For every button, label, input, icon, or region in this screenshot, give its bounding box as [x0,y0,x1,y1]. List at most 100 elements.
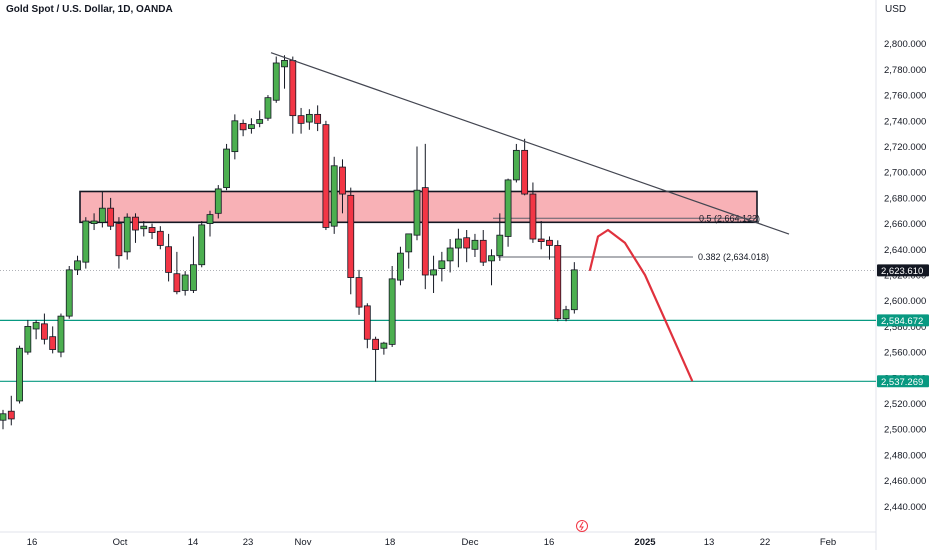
date-tick-label: Feb [820,537,836,548]
date-tick-label: Oct [113,537,128,548]
candle-body [372,338,380,350]
price-axis: 2,440.000 2,460.000 2,480.000 2,500.000 2,52… [877,39,929,513]
candle-body [115,223,123,257]
candle-body [148,227,156,233]
candle [82,217,90,269]
candle [413,146,421,241]
candle [330,156,338,234]
candle-body [165,246,173,273]
candle [388,266,396,347]
candle-body [239,122,247,131]
candle-body [173,273,181,293]
lightning-icon-bolt [579,521,584,531]
candle-body [132,216,139,231]
candle-body [98,207,106,223]
candle [132,213,139,243]
candle [488,249,495,286]
candle [223,143,230,191]
candle-body [405,233,413,253]
date-tick-label: 13 [704,537,715,548]
candle [49,326,57,354]
grid-layer [0,0,877,550]
candle [256,110,264,128]
candle [546,236,553,260]
candle-body [380,342,388,349]
price-tick-label: 2,660.000 [884,219,926,230]
candle-body [231,120,239,153]
fib-level-label: 0.382 (2,634.018) [698,252,769,262]
price-tick-label: 2,580.000 [884,322,926,333]
candle [438,251,446,282]
candle-body [181,274,189,291]
candle-body [57,315,65,353]
candle [74,255,81,275]
candle [198,221,206,268]
candle-body [537,238,545,242]
candle-body [123,216,131,253]
candle [446,239,454,273]
candle-body [247,124,255,129]
candle-body [305,113,313,123]
candle [65,266,73,319]
candle-body [256,119,264,124]
candle-body [281,60,288,68]
candle-body [322,124,330,228]
candle [115,217,123,269]
price-tick-label: 2,500.000 [884,425,926,436]
candle [512,143,520,183]
time-axis: 16 Oct 14 23 Nov 18 Dec 16 2025 13 22 Feb [27,520,836,548]
candle [496,213,504,261]
candle [90,213,98,231]
candle [173,251,181,295]
candle-body [82,220,90,263]
candle [322,120,330,231]
candle [272,56,280,103]
candle [123,213,131,260]
candle-body [430,269,437,276]
candle [289,56,297,134]
date-tick-label: 22 [760,537,771,548]
candle-body [388,278,396,345]
candle-body [471,239,479,250]
candle [314,105,322,132]
candle-body [49,336,57,350]
candle-body [140,225,148,230]
candle [463,230,471,263]
candle-body [24,325,32,353]
candle-body [206,214,214,224]
candle-body [32,322,40,330]
candle [570,262,578,314]
candle [504,178,512,247]
price-tick-label: 2,480.000 [884,450,926,461]
lightning-icon-ring [576,520,588,532]
candle-body [198,224,206,266]
price-tick-label: 2,720.000 [884,142,926,153]
candle [363,303,371,349]
price-level-badge-label: 2,623.610 [881,266,923,277]
price-tick-label: 2,780.000 [884,65,926,76]
price-level-badge-label: 2,537.269 [881,377,923,388]
candle-body [289,60,297,117]
price-tick-label: 2,760.000 [884,91,926,102]
projection-curve [588,228,694,382]
candle [156,226,164,250]
candle-body [463,237,471,249]
candle [305,109,313,130]
candle [231,114,239,160]
price-level-badge [877,264,929,277]
price-tick-label: 2,440.000 [884,502,926,513]
currency-label[interactable]: USD [885,4,907,15]
candle [537,221,545,250]
candle-body [90,220,98,224]
candle-body [421,187,429,276]
candle [297,107,305,134]
candle [239,119,247,137]
price-tick-label: 2,640.000 [884,245,926,256]
date-tick-label: 16 [27,537,38,548]
candle-body [41,323,48,340]
candle-body [521,149,529,195]
candle-body [7,410,15,420]
price-tick-label: 2,520.000 [884,399,926,410]
price-tick-label: 2,600.000 [884,296,926,307]
